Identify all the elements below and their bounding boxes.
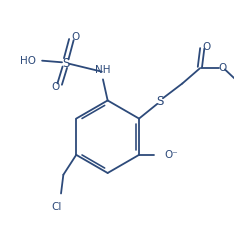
Text: HO: HO bbox=[20, 56, 36, 66]
Text: S: S bbox=[62, 56, 69, 70]
Text: Cl: Cl bbox=[51, 202, 62, 212]
Text: O: O bbox=[203, 42, 211, 52]
Text: O⁻: O⁻ bbox=[164, 150, 178, 160]
Text: S: S bbox=[156, 95, 164, 108]
Text: O: O bbox=[51, 82, 60, 92]
Text: O: O bbox=[71, 32, 80, 42]
Text: NH: NH bbox=[95, 65, 111, 76]
Text: O: O bbox=[218, 63, 226, 73]
